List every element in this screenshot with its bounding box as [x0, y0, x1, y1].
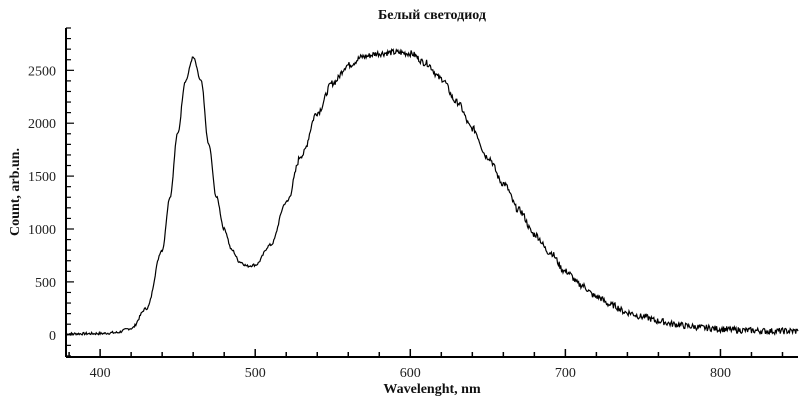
y-axis-label: Count, arb.un.	[8, 148, 23, 236]
axes	[65, 28, 798, 358]
chart-title: Белый светодиод	[378, 8, 486, 23]
x-tick-label: 800	[710, 366, 731, 381]
y-tick-label: 500	[35, 276, 56, 291]
y-tick-label: 0	[49, 329, 56, 344]
x-tick-label: 600	[400, 366, 421, 381]
y-tick-label: 1500	[28, 170, 56, 185]
x-axis-label: Wavelenght, nm	[383, 382, 481, 397]
y-tick-label: 2500	[28, 64, 56, 79]
x-tick-label: 500	[245, 366, 266, 381]
spectrum-line	[65, 48, 799, 337]
y-tick-label: 2000	[28, 117, 56, 132]
x-tick-label: 400	[90, 366, 111, 381]
y-tick-label: 1000	[28, 223, 56, 238]
x-tick-label: 700	[555, 366, 576, 381]
ticks: 400 500 600 700 800 0 500 1000 1500 2000 2500	[28, 27, 784, 381]
